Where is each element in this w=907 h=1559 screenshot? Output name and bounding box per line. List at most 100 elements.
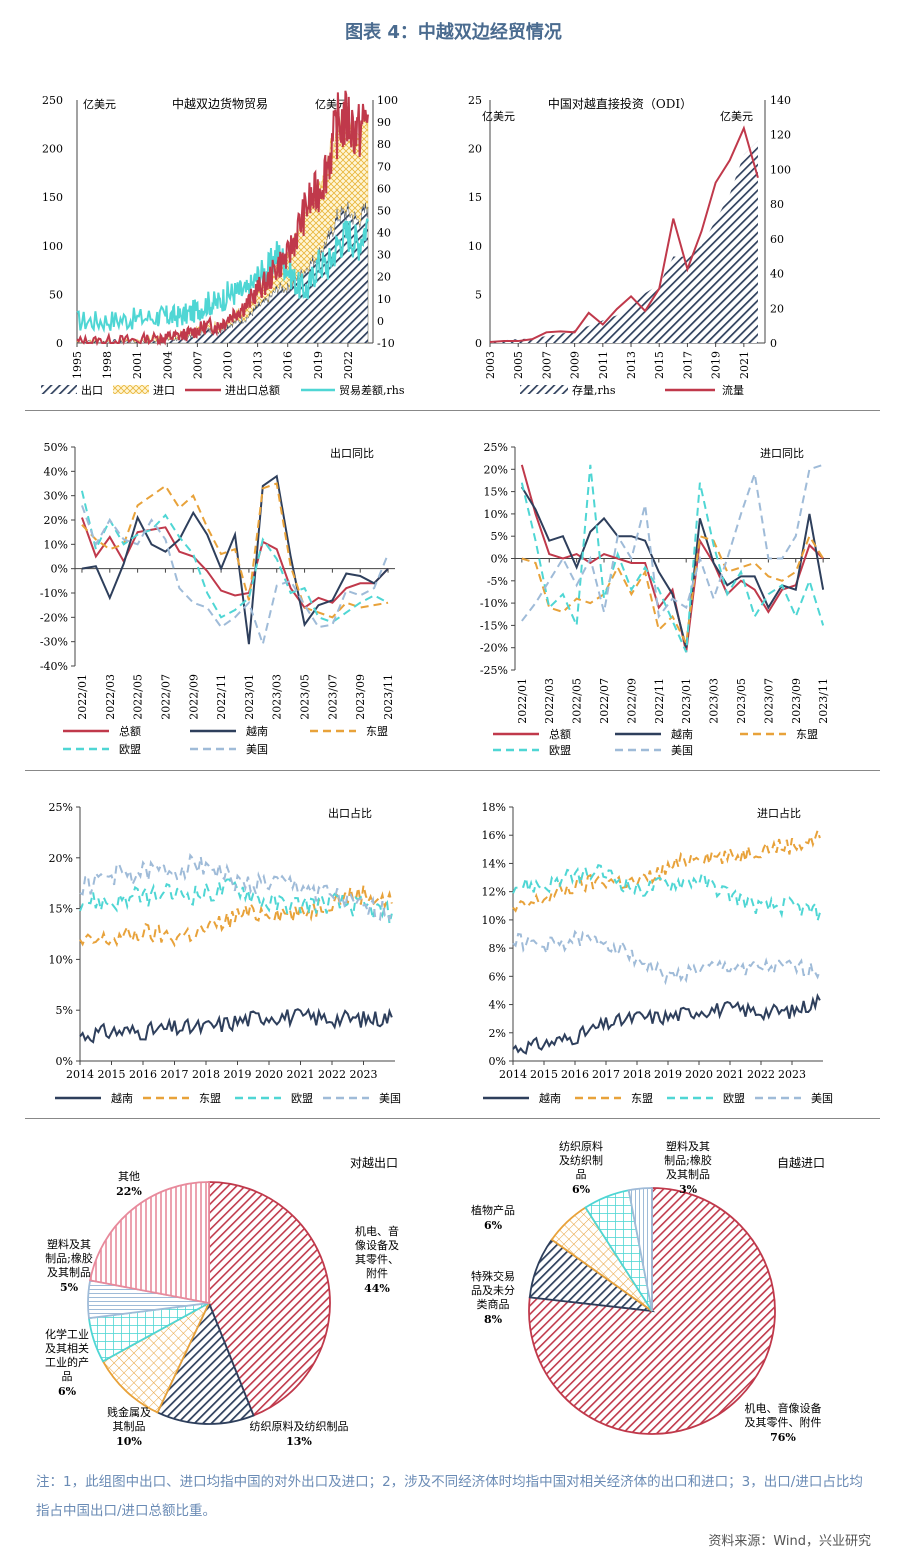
y-tick-label: 20% bbox=[484, 463, 508, 476]
slice-label: 塑料及其 bbox=[47, 1237, 91, 1251]
legend-label: 美国 bbox=[811, 1092, 833, 1105]
x-tick-label: 2023/07 bbox=[326, 674, 339, 720]
y-tick-label: 0% bbox=[491, 553, 508, 566]
y-tick-label: -25% bbox=[480, 664, 508, 677]
slice-label: 及其相关 bbox=[45, 1341, 89, 1355]
y-tick-label: 0% bbox=[56, 1055, 73, 1068]
separator bbox=[25, 410, 880, 411]
y2-tick-label: 120 bbox=[770, 129, 791, 142]
separator bbox=[25, 770, 880, 771]
series-line-东盟 bbox=[521, 533, 825, 647]
x-tick-label: 2011 bbox=[597, 351, 610, 379]
y-tick-label: 15% bbox=[49, 903, 73, 916]
legend-label: 东盟 bbox=[796, 728, 818, 741]
y-tick-label: -15% bbox=[480, 619, 508, 632]
y-tick-label: 200 bbox=[42, 143, 63, 156]
slice-percent: 22% bbox=[116, 1185, 142, 1198]
export-yoy-chart: -40% -30% -20% -10% 0% 10% 20% 30% 40% 50% 2022/01… bbox=[40, 441, 395, 756]
x-tick-label: 2009 bbox=[569, 351, 582, 379]
chart-title: 对越出口 bbox=[350, 1156, 398, 1170]
y2-tick-label: -10 bbox=[377, 337, 395, 350]
chart-title: 出口占比 bbox=[328, 806, 372, 820]
x-tick-label: 2017 bbox=[681, 351, 694, 379]
y-tick-label: 0% bbox=[51, 563, 68, 576]
y-tick-label: 100 bbox=[42, 240, 63, 253]
y-tick-label: 25 bbox=[468, 94, 482, 107]
export-share-chart: 0% 5% 10% 15% 20% 25% 2014 2015 2016 2017 2018 2019… bbox=[49, 801, 401, 1105]
slice-label: 纺织原料及纺织制品 bbox=[250, 1419, 349, 1433]
chart-title: 自越进口 bbox=[777, 1156, 825, 1170]
slice-label: 机电、音像设备 bbox=[745, 1401, 822, 1415]
x-tick-label: 2023/01 bbox=[243, 674, 256, 720]
slice-label: 像设备及 bbox=[355, 1238, 399, 1252]
x-tick-label: 2001 bbox=[131, 351, 144, 379]
x-tick-label: 2022/03 bbox=[104, 674, 117, 720]
y-tick-label: 20% bbox=[49, 852, 73, 865]
y-tick-label: 5 bbox=[475, 288, 482, 301]
x-tick-label: 2022/09 bbox=[625, 678, 638, 724]
y-tick-label: 5% bbox=[56, 1004, 73, 1017]
slice-label: 塑料及其 bbox=[666, 1139, 710, 1153]
slice-label: 品 bbox=[576, 1168, 587, 1181]
x-tick-label: 2013 bbox=[625, 351, 638, 379]
pie-slice bbox=[101, 1300, 211, 1414]
slice-percent: 6% bbox=[572, 1183, 591, 1196]
x-tick-label: 2022/11 bbox=[653, 678, 666, 724]
x-tick-label: 2004 bbox=[161, 351, 174, 379]
legend-label: 东盟 bbox=[199, 1092, 221, 1105]
x-tick-label: 2021 bbox=[738, 351, 751, 379]
slice-label: 其他 bbox=[118, 1170, 140, 1183]
legend-label: 欧盟 bbox=[723, 1092, 745, 1105]
x-tick-label: 2023/07 bbox=[762, 678, 775, 724]
x-tick-label: 2017 bbox=[592, 1068, 620, 1081]
x-tick-label: 1998 bbox=[101, 351, 114, 379]
y-tick-label: -20% bbox=[480, 642, 508, 655]
y-tick-label: 10% bbox=[44, 538, 68, 551]
x-tick-label: 2022 bbox=[747, 1068, 775, 1081]
x-tick-label: 2023/09 bbox=[790, 678, 803, 724]
x-tick-label: 2020 bbox=[255, 1068, 283, 1081]
x-tick-label: 2016 bbox=[561, 1068, 589, 1081]
separator bbox=[25, 1118, 880, 1119]
slice-label: 工业的产 bbox=[45, 1355, 89, 1369]
slice-label: 类商品 bbox=[477, 1297, 510, 1311]
import-share-chart: 0%2%4%6%8%10%12%14%16%18%2014 2015 2016 201… bbox=[482, 801, 833, 1105]
x-tick-label: 2014 bbox=[66, 1068, 94, 1081]
y-tick-label: 25% bbox=[484, 441, 508, 454]
y-unit-label: 亿美元 bbox=[482, 110, 515, 123]
x-tick-label: 2010 bbox=[222, 351, 235, 379]
legend-swatch-export bbox=[41, 385, 77, 394]
slice-label: 及其零件、附件 bbox=[745, 1415, 822, 1429]
y2-tick-label: 90 bbox=[377, 116, 391, 129]
y-tick-label: 25% bbox=[49, 801, 73, 814]
page-title: 图表 4：中越双边经贸情况 bbox=[345, 22, 562, 43]
y-tick-label: 14% bbox=[482, 857, 506, 870]
y-tick-label: 10% bbox=[49, 953, 73, 966]
y2-tick-label: 80 bbox=[377, 138, 391, 151]
odi-chart: 0 5 10 15 20 25 0 20 40 60 80 100 120 140 2003 2005 2007… bbox=[468, 94, 791, 397]
series-line-美国 bbox=[81, 505, 389, 648]
y-tick-label: 250 bbox=[42, 94, 63, 107]
legend-label: 流量 bbox=[722, 383, 744, 397]
x-tick-label: 2023/03 bbox=[708, 678, 721, 724]
series-line-东盟 bbox=[81, 482, 389, 619]
slice-label: 纺织原料 bbox=[559, 1139, 603, 1153]
y2-tick-label: 40 bbox=[377, 227, 391, 240]
stock-area bbox=[490, 140, 758, 343]
chart-title: 出口同比 bbox=[330, 446, 374, 460]
y2-tick-label: 50 bbox=[377, 204, 391, 217]
y2-tick-label: 30 bbox=[377, 249, 391, 262]
x-tick-label: 2022/07 bbox=[598, 678, 611, 724]
y-tick-label: 30% bbox=[44, 490, 68, 503]
footnote: 注：1，此组图中出口、进口均指中国的对外出口及进口；2，涉及不同经济体时均指中国… bbox=[36, 1474, 863, 1519]
x-tick-label: 2022 bbox=[342, 351, 355, 379]
slice-label: 品 bbox=[62, 1370, 73, 1383]
slice-label: 制品;橡胶 bbox=[664, 1153, 712, 1167]
series-line-欧盟 bbox=[512, 864, 821, 921]
y-tick-label: -30% bbox=[40, 636, 68, 649]
x-tick-label: 2020 bbox=[685, 1068, 713, 1081]
x-tick-label: 2007 bbox=[540, 351, 553, 379]
y-tick-label: 16% bbox=[482, 829, 506, 842]
y-tick-label: 0 bbox=[56, 337, 63, 350]
